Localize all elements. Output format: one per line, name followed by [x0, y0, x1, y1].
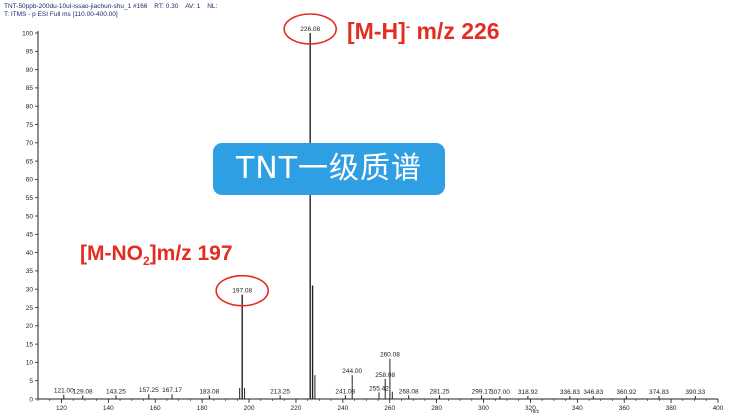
y-tick-label: 0 [29, 396, 33, 403]
y-tick-label: 50 [26, 213, 34, 220]
peak-label-143.25: 143.25 [106, 388, 126, 395]
spectrum-peaks [63, 33, 696, 399]
scan-header-line1: TNT-50ppb-200du-10ul-issao-jiachun-shu_1… [4, 3, 217, 10]
peak-label-299.17: 299.17 [472, 388, 492, 395]
nl-label: NL: [207, 3, 218, 10]
annotation-m-minus-no2-sub: 2 [142, 254, 150, 269]
y-tick-label: 85 [26, 85, 34, 92]
y-tick-label: 65 [26, 158, 34, 165]
x-tick-label: 300 [478, 405, 489, 412]
annotation-m-minus-h-sup: - [405, 18, 411, 34]
x-tick-label: 180 [197, 405, 208, 412]
scan-filter-line: T: ITMS - p ESI Full ms [110.00-400.00] [4, 11, 118, 18]
annotation-m-minus-no2: [M-NO2]m/z 197 [80, 242, 233, 268]
x-tick-label: 280 [431, 405, 442, 412]
x-tick-label: 320 [525, 405, 536, 412]
av-value: 1 [196, 3, 201, 10]
y-tick-label: 45 [26, 232, 34, 239]
y-tick-label: 60 [26, 177, 34, 184]
y-tick-label: 30 [26, 287, 34, 294]
peak-highlight-circles [215, 13, 337, 307]
y-tick-label: 5 [29, 378, 33, 385]
peak-label-346.83: 346.83 [583, 389, 603, 396]
peak-label-244.00: 244.00 [342, 368, 362, 375]
y-tick-label: 80 [26, 104, 34, 111]
y-tick-label: 20 [26, 323, 34, 330]
peak-label-307.00: 307.00 [490, 389, 510, 396]
peak-label-318.92: 318.92 [518, 389, 538, 396]
y-tick-label: 10 [26, 360, 34, 367]
peak-label-241.08: 241.08 [335, 388, 355, 395]
x-tick-label: 340 [572, 405, 583, 412]
peak-label-213.25: 213.25 [270, 388, 290, 395]
x-tick-label: 120 [56, 405, 67, 412]
annotation-m-minus-h: [M-H]- m/z 226 [347, 18, 500, 45]
rt-value: 0.30 [165, 3, 179, 10]
y-tick-label: 70 [26, 140, 34, 147]
y-tick-label: 40 [26, 250, 34, 257]
x-tick-label: 160 [150, 405, 161, 412]
peak-label-258.08: 258.08 [375, 372, 395, 379]
annotation-m-minus-no2-post: ]m/z 197 [149, 242, 233, 265]
x-tick-label: 260 [384, 405, 395, 412]
y-tick-label: 35 [26, 268, 34, 275]
peak-label-390.33: 390.33 [685, 389, 705, 396]
x-tick-label: 140 [103, 405, 114, 412]
x-tick-label: 360 [619, 405, 630, 412]
y-tick-label: 15 [26, 341, 34, 348]
x-tick-label: 380 [666, 405, 677, 412]
x-tick-label: 400 [713, 405, 724, 412]
av-label: AV: [185, 3, 195, 10]
y-tick-label: 95 [26, 49, 34, 56]
rt-label: RT: [154, 3, 164, 10]
y-tick-label: 90 [26, 67, 34, 74]
highlight-circle-197.08 [215, 274, 269, 307]
y-tick-label: 55 [26, 195, 34, 202]
peak-label-268.08: 268.08 [399, 388, 419, 395]
peak-labels: 121.00 129.08 143.25 157.25 167.17 183.08 197.… [54, 26, 706, 396]
peak-label-167.17: 167.17 [162, 387, 182, 394]
peak-label-281.25: 281.25 [430, 388, 450, 395]
peak-label-260.08: 260.08 [380, 352, 400, 359]
y-axis: 0 5 10 15 20 25 30 35 40 45 50 55 60 65 70 75 80 85 90 95 10… [22, 30, 39, 403]
x-axis: 120 140 160 180 200 220 240 260 280 300 320 340 360 3… [37, 398, 724, 414]
peak-label-336.83: 336.83 [560, 389, 580, 396]
peak-label-157.25: 157.25 [139, 387, 159, 394]
peak-label-183.08: 183.08 [199, 388, 219, 395]
peak-label-197.08: 197.08 [232, 288, 252, 295]
y-tick-label: 100 [22, 30, 33, 37]
x-tick-label: 240 [337, 405, 348, 412]
tnt-ms1-banner: TNT一级质谱 [213, 143, 445, 195]
peak-label-226.08: 226.08 [300, 26, 320, 33]
x-axis-label: m/z [531, 409, 540, 414]
peak-label-374.83: 374.83 [649, 389, 669, 396]
annotation-m-minus-h-main: [M-H] [347, 18, 406, 44]
y-tick-label: 25 [26, 305, 34, 312]
peak-label-121.00: 121.00 [54, 388, 74, 395]
scan-filename: TNT-50ppb-200du-10ul-issao-jiachun-shu_1… [4, 3, 148, 10]
peak-label-129.08: 129.08 [73, 388, 93, 395]
highlight-circle-226.08 [283, 13, 337, 45]
x-tick-label: 220 [291, 405, 302, 412]
peak-label-255.42: 255.42 [369, 385, 389, 392]
annotation-m-minus-no2-pre: [M-NO [80, 242, 143, 265]
peak-label-360.92: 360.92 [616, 389, 636, 396]
x-tick-label: 200 [244, 405, 255, 412]
y-tick-label: 75 [26, 122, 34, 129]
annotation-m-minus-h-rest: m/z 226 [410, 18, 500, 44]
